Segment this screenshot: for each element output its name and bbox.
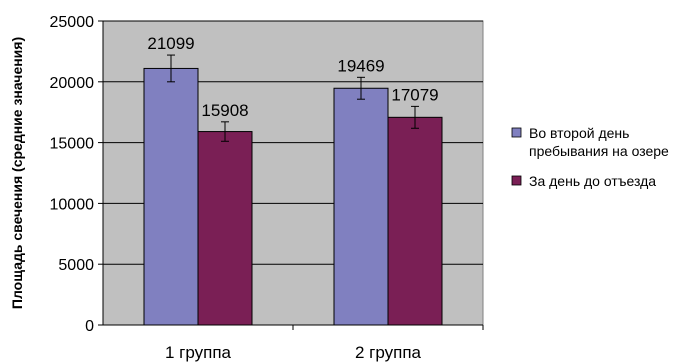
x-axis-ticks: 1 группа 2 группа	[165, 325, 484, 362]
bar-series-1	[333, 87, 389, 326]
legend-swatch-series-1	[511, 127, 522, 138]
bar-series-1	[143, 67, 199, 326]
y-axis-ticks: 0 5000 10000 15000 20000 25000	[50, 14, 103, 335]
legend-swatch-series-2	[511, 175, 522, 186]
data-label: 21099	[147, 34, 194, 53]
y-tick-label: 10000	[50, 196, 95, 213]
y-tick-label: 25000	[50, 14, 95, 31]
data-labels: 21099 15908 19469 17079	[147, 34, 438, 120]
y-axis-label: Площадь свечения (средние значения)	[9, 37, 25, 309]
x-tick-label: 1 группа	[165, 343, 232, 362]
bars	[143, 67, 443, 326]
y-tick-label: 15000	[50, 136, 95, 153]
y-tick-label: 5000	[58, 257, 94, 274]
data-label: 19469	[337, 56, 384, 75]
bar-series-2	[197, 131, 253, 326]
legend-label-series-1: Во второй день пребывания на озере	[529, 125, 669, 159]
error-bars	[167, 54, 419, 142]
legend: Во второй день пребывания на озере За де…	[511, 125, 669, 189]
y-tick-label: 0	[85, 318, 94, 335]
data-label: 17079	[391, 85, 438, 104]
data-label: 15908	[201, 101, 248, 120]
bar-series-2	[387, 116, 443, 326]
y-tick-label: 20000	[50, 75, 95, 92]
x-tick-label: 2 группа	[355, 343, 422, 362]
legend-label-series-2: За день до отъезда	[529, 173, 656, 189]
